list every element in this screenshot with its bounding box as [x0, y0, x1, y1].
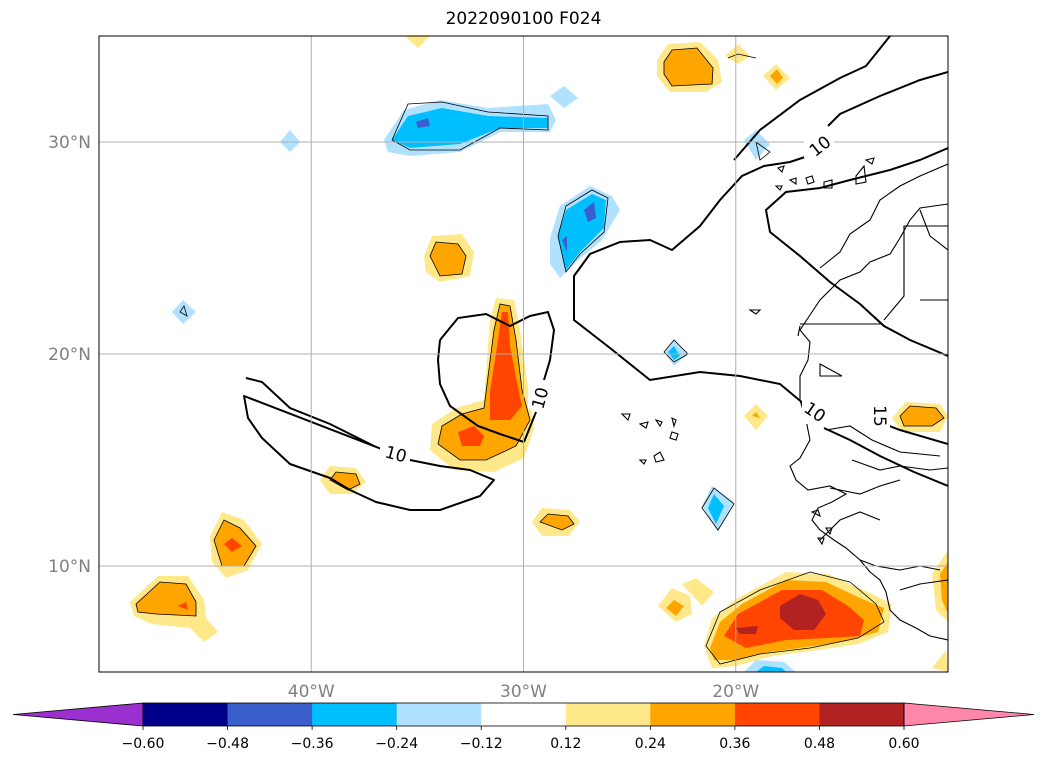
- colorbar-segment: [481, 703, 567, 726]
- colorbar: −0.60 −0.48 −0.36 −0.24 −0.12 0.12 0.24 0.36 0.4…: [12, 702, 1035, 752]
- lon-tick-label: 30°W: [500, 682, 547, 702]
- contour-label: 15: [869, 405, 889, 427]
- colorbar-segment: [143, 703, 229, 726]
- colorbar-segment: [227, 703, 313, 726]
- colorbar-tick-label: −0.36: [291, 736, 334, 752]
- colorbar-segment: [734, 703, 820, 726]
- colorbar-frame: [142, 702, 905, 727]
- colorbar-segment: [650, 703, 736, 726]
- latitude-labels: 10°N 20°N 30°N: [48, 133, 91, 577]
- colorbar-extend-low: [12, 702, 144, 727]
- coastlines: [620, 157, 948, 641]
- map-title: 2022090100 F024: [445, 9, 602, 29]
- colorbar-tick-label: −0.24: [375, 736, 418, 752]
- lat-tick-label: 10°N: [48, 557, 91, 577]
- colorbar-segment: [819, 703, 905, 726]
- contour-label-group: 10 10 10 10 15: [380, 132, 890, 467]
- map-frame: [98, 35, 949, 673]
- map-plot-area: 10 10 10 10 15: [99, 36, 948, 672]
- colorbar-segment: [396, 703, 482, 726]
- colorbar-segment: [312, 703, 398, 726]
- colorbar-tick-label: −0.60: [122, 736, 165, 752]
- longitude-labels: 40°W 30°W 20°W: [288, 682, 760, 702]
- lon-tick-label: 40°W: [288, 682, 335, 702]
- colorbar-tick-label: −0.12: [460, 736, 503, 752]
- colorbar-tick-label: −0.48: [206, 736, 249, 752]
- gridlines: [99, 36, 948, 672]
- lat-tick-label: 20°N: [48, 345, 91, 365]
- colorbar-tick-label: 0.24: [635, 736, 666, 752]
- colorbar-tick-label: 0.36: [719, 736, 750, 752]
- positive-anomaly-shading: [130, 36, 948, 672]
- colorbar-tick-label: 0.60: [888, 736, 919, 752]
- colorbar-extend-high: [903, 702, 1035, 727]
- colorbar-tick-label: 0.48: [804, 736, 835, 752]
- lat-tick-label: 30°N: [48, 133, 91, 153]
- thick-contours: [243, 36, 948, 511]
- colorbar-segment: [565, 703, 651, 726]
- colorbar-tick-label: 0.12: [550, 736, 581, 752]
- lon-tick-label: 20°W: [712, 682, 759, 702]
